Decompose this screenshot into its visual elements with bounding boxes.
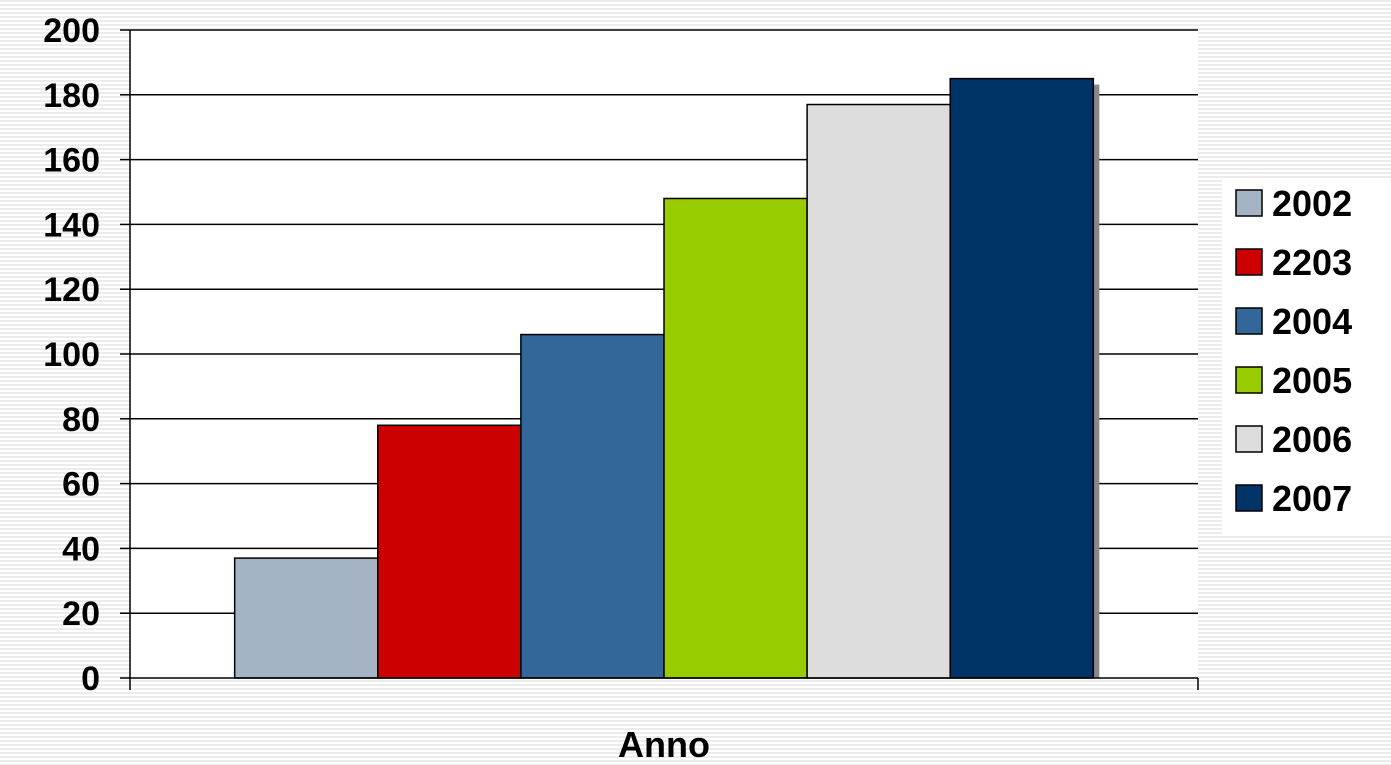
bars: [233, 77, 1095, 679]
legend-swatch: [1235, 307, 1263, 335]
legend-label: 2203: [1272, 242, 1352, 283]
bar-2007: [949, 77, 1095, 679]
bar-2005: [663, 197, 808, 679]
legend-swatch: [1235, 484, 1263, 512]
legend-label: 2002: [1272, 183, 1352, 224]
y-tick-label: 60: [62, 466, 100, 504]
legend-label: 2004: [1272, 301, 1352, 342]
axes: [120, 29, 1199, 690]
y-tick-label: 100: [43, 336, 100, 374]
y-tick-labels: 0 20 40 60 80 100 120 140 160 180 200: [43, 12, 100, 698]
legend-swatch: [1235, 366, 1263, 394]
legend: 2002 2203 2004 2005 2006 2007: [1235, 183, 1352, 519]
x-axis-title: Anno: [618, 724, 710, 765]
y-tick-label: 160: [43, 142, 100, 180]
legend-label: 2005: [1272, 360, 1352, 401]
y-tick-label: 80: [62, 401, 100, 439]
legend-background: [1222, 180, 1391, 536]
y-tick-label: 40: [62, 530, 100, 568]
legend-swatch: [1235, 425, 1263, 453]
legend-swatch: [1235, 248, 1263, 276]
y-tick-label: 200: [43, 12, 100, 50]
legend-label: 2006: [1272, 419, 1352, 460]
legend-swatch: [1235, 189, 1263, 217]
y-tick-label: 20: [62, 595, 100, 633]
y-tick-label: 120: [43, 271, 100, 309]
legend-label: 2007: [1272, 478, 1352, 519]
bar-2203: [377, 424, 522, 679]
bar-2006: [806, 103, 951, 679]
y-tick-label: 140: [43, 206, 100, 244]
bar-2002: [233, 557, 379, 679]
bar-2004: [520, 333, 665, 679]
y-tick-label: 180: [43, 77, 100, 115]
y-tick-label: 0: [81, 660, 100, 698]
